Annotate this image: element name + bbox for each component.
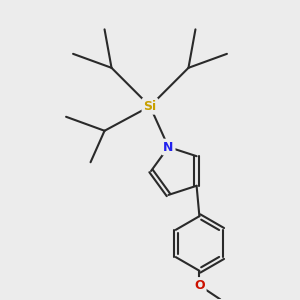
- Text: O: O: [194, 279, 205, 292]
- Text: Si: Si: [143, 100, 157, 113]
- Text: N: N: [163, 140, 174, 154]
